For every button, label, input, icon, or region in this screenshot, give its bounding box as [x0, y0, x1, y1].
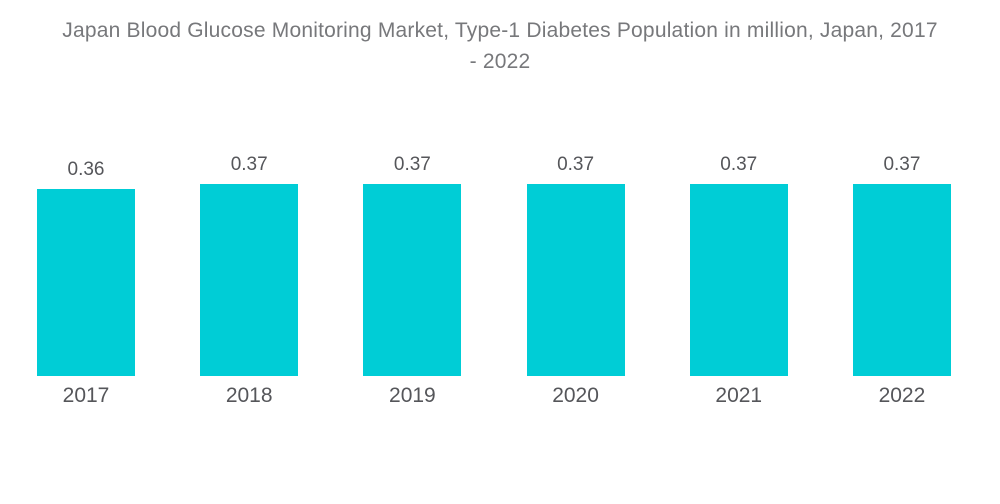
bar-value-label: 0.36 [67, 159, 105, 180]
bar-column: 0.37 [200, 154, 299, 376]
x-axis-tick-label: 2021 [715, 384, 763, 407]
x-axis-tick-label: 2022 [878, 384, 926, 407]
bar-value-label: 0.37 [883, 154, 921, 175]
bar-column: 0.37 [363, 154, 462, 376]
bar-column: 0.36 [37, 159, 135, 376]
bar [200, 184, 299, 376]
chart-title-line: Japan Blood Glucose Monitoring Market, T… [62, 19, 938, 42]
bar-column: 0.37 [526, 154, 625, 376]
bar-column: 0.37 [689, 154, 788, 376]
bar [526, 184, 625, 376]
x-axis-tick-label: 2017 [62, 384, 110, 407]
bar [37, 189, 135, 376]
x-axis-tick-label: 2020 [552, 384, 599, 407]
bar [363, 184, 462, 376]
x-axis-tick-label: 2019 [389, 384, 436, 407]
bar-value-label: 0.37 [557, 154, 595, 175]
x-axis-tick-label: 2018 [225, 384, 273, 407]
plot-area: 0.36 0.37 0.37 0.37 0.37 0.37 [37, 0, 951, 376]
bar-column: 0.37 [852, 154, 951, 376]
bar-value-label: 0.37 [393, 154, 431, 175]
bar [852, 184, 951, 376]
bar-value-label: 0.37 [230, 154, 268, 175]
bar-value-label: 0.37 [720, 154, 758, 175]
bar [689, 184, 788, 376]
chart-title: Japan Blood Glucose Monitoring Market, T… [0, 15, 1000, 77]
x-axis-labels: 2017 2018 2019 2020 2021 2022 [37, 384, 951, 408]
chart-title-line: - 2022 [469, 50, 531, 73]
